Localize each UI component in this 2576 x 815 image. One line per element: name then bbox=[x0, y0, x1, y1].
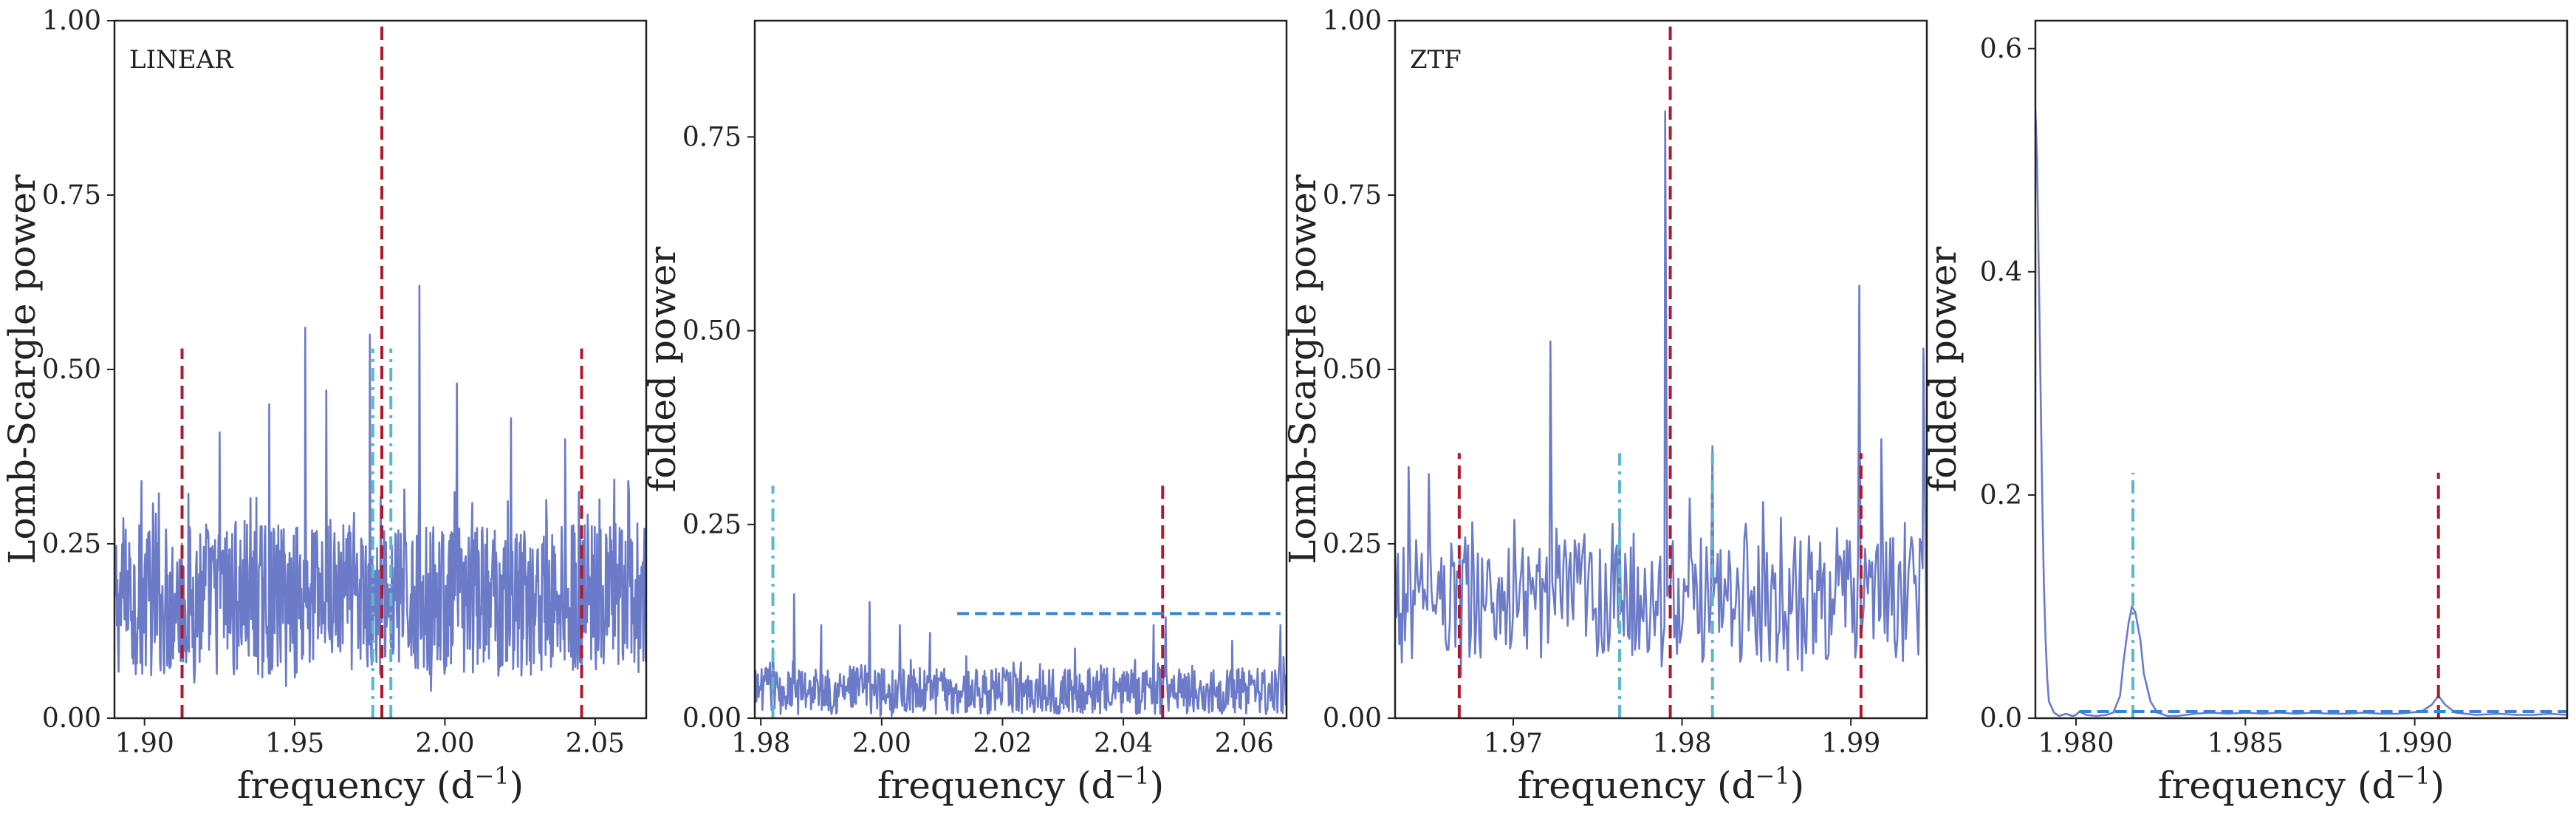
x-axis-label: frequency (d−1) bbox=[237, 762, 524, 807]
x-tick-label: 2.02 bbox=[973, 729, 1032, 759]
plot-frame bbox=[753, 19, 1288, 720]
power-series-line bbox=[114, 284, 646, 692]
y-tick-label: 0.75 bbox=[682, 122, 741, 152]
y-axis-label: Lomb-Scargle power bbox=[1, 174, 44, 565]
y-tick-label: 1.00 bbox=[1323, 6, 1382, 36]
x-tick-label: 2.05 bbox=[566, 729, 625, 759]
y-tick-label: 0.50 bbox=[1323, 355, 1382, 385]
x-tick-label: 1.90 bbox=[115, 729, 174, 759]
panel-survey-label: ZTF bbox=[1410, 45, 1462, 75]
y-tick-label: 0.50 bbox=[42, 355, 101, 385]
x-tick-label: 1.990 bbox=[2377, 729, 2453, 759]
x-tick-label: 1.97 bbox=[1484, 729, 1543, 759]
y-tick-label: 0.00 bbox=[1323, 703, 1382, 734]
y-tick-label: 0.0 bbox=[1980, 703, 2022, 734]
y-tick-label: 1.00 bbox=[42, 6, 101, 36]
y-tick-label: 0.4 bbox=[1980, 257, 2022, 287]
y-tick-label: 0.25 bbox=[42, 529, 101, 559]
y-tick-label: 0.25 bbox=[682, 510, 741, 540]
x-tick-label: 1.98 bbox=[1652, 729, 1711, 759]
power-series-line bbox=[1395, 110, 1927, 678]
x-axis-label: frequency (d−1) bbox=[2158, 762, 2445, 807]
x-tick-label: 2.00 bbox=[852, 729, 911, 759]
x-tick-label: 1.95 bbox=[265, 729, 324, 759]
y-tick-label: 0.2 bbox=[1980, 480, 2022, 511]
x-tick-label: 2.04 bbox=[1094, 729, 1153, 759]
y-tick-label: 0.25 bbox=[1323, 529, 1382, 559]
y-tick-label: 0.75 bbox=[42, 180, 101, 211]
y-tick-label: 0.6 bbox=[1980, 34, 2022, 64]
plot-frame bbox=[2034, 19, 2569, 720]
y-tick-label: 0.50 bbox=[682, 316, 741, 347]
chart-panel-2: 1.98 2.00 2.02 2.04 2.06 0.00 0.25 0.50 0.75 freq… bbox=[641, 19, 1288, 807]
x-tick-label: 1.99 bbox=[1821, 729, 1880, 759]
x-axis-label: frequency (d−1) bbox=[877, 762, 1164, 807]
chart-panel-4: 1.980 1.985 1.990 0.0 0.2 0.4 0.6 frequency (d−… bbox=[1922, 19, 2569, 807]
power-series-line bbox=[2035, 109, 2567, 717]
y-tick-label: 0.00 bbox=[682, 703, 741, 734]
power-series-line bbox=[755, 593, 1287, 717]
x-tick-label: 1.985 bbox=[2207, 729, 2284, 759]
x-tick-label: 1.980 bbox=[2038, 729, 2114, 759]
chart-panel-3: 1.97 1.98 1.99 0.00 0.25 0.50 0.75 1.00 frequenc… bbox=[1281, 6, 1928, 807]
y-axis-label: Lomb-Scargle power bbox=[1281, 174, 1324, 565]
y-tick-label: 0.00 bbox=[42, 703, 101, 734]
x-tick-label: 1.98 bbox=[731, 729, 790, 759]
x-axis-label: frequency (d−1) bbox=[1518, 762, 1804, 807]
x-tick-label: 2.00 bbox=[415, 729, 474, 759]
y-tick-label: 0.75 bbox=[1323, 180, 1382, 211]
y-axis-label: folded power bbox=[1922, 247, 1964, 493]
y-axis-label: folded power bbox=[641, 247, 684, 493]
chart-panel-1: 1.90 1.95 2.00 2.05 0.00 0.25 0.50 0.75 1.00 freq… bbox=[1, 6, 648, 807]
panel-survey-label: LINEAR bbox=[129, 45, 234, 75]
x-tick-label: 2.06 bbox=[1215, 729, 1274, 759]
